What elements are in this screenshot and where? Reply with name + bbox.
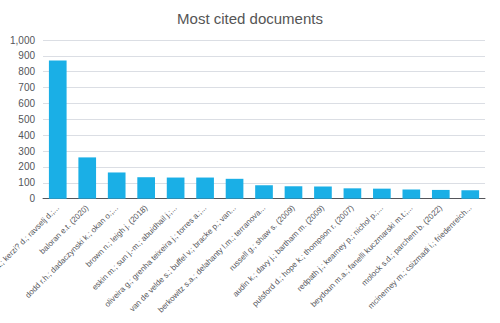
svg-text:aristovnik a.; kerzi? d.; ravs: aristovnik a.; kerzi? d.; ravselj d.;... xyxy=(0,203,61,296)
svg-text:eskin m.; sun j.-m.; abuidhail: eskin m.; sun j.-m.; abuidhail j.;... xyxy=(90,203,179,292)
svg-text:0: 0 xyxy=(29,193,35,204)
svg-text:300: 300 xyxy=(18,146,35,157)
svg-text:audin k.; davy j.; bartham m.: audin k.; davy j.; bartham m. (2009) xyxy=(231,203,327,299)
svg-text:1,000: 1,000 xyxy=(10,35,35,46)
svg-text:400: 400 xyxy=(18,130,35,141)
svg-text:beydoun m.a.; fanelli kuczmars: beydoun m.a.; fanelli kuczmarski m.t.;..… xyxy=(309,203,415,309)
svg-text:redpath j.; kearney p.; nichol: redpath j.; kearney p.; nichol p.;... xyxy=(295,203,386,294)
svg-text:600: 600 xyxy=(18,98,35,109)
svg-text:700: 700 xyxy=(18,82,35,93)
svg-text:800: 800 xyxy=(18,66,35,77)
svg-text:oliveira g.; grenha teixeira j: oliveira g.; grenha teixeira j.; torres … xyxy=(103,203,209,309)
svg-text:dodd r.h.; dadaczynski k.; oka: dodd r.h.; dadaczynski k.; okan o.;... xyxy=(23,203,120,300)
svg-text:mcinerney m.; csizmadi i.; fri: mcinerney m.; csizmadi i.; friedenreich.… xyxy=(366,203,473,310)
svg-text:pulsford d.; hope k.; thompson: pulsford d.; hope k.; thompson r. (2007) xyxy=(251,203,356,308)
svg-text:berkowitz s.a.; delahanty l.m.: berkowitz s.a.; delahanty l.m.; terranov… xyxy=(156,203,267,314)
svg-text:molock s.d.; parchem b. (2022): molock s.d.; parchem b. (2022) xyxy=(359,203,444,288)
svg-text:900: 900 xyxy=(18,50,35,61)
svg-text:russell g.; shaw s. (2009): russell g.; shaw s. (2009) xyxy=(227,203,297,273)
svg-text:baloran e.t. (2020): baloran e.t. (2020) xyxy=(38,203,91,256)
svg-text:van de velde s.; buffel v.; br: van de velde s.; buffel v.; bracke p.; v… xyxy=(128,203,238,313)
svg-text:brown n.; leigh j. (2018): brown n.; leigh j. (2018) xyxy=(84,203,150,269)
svg-text:500: 500 xyxy=(18,114,35,125)
svg-text:100: 100 xyxy=(18,177,35,188)
svg-text:Most cited documents: Most cited documents xyxy=(177,10,323,27)
svg-text:200: 200 xyxy=(18,161,35,172)
